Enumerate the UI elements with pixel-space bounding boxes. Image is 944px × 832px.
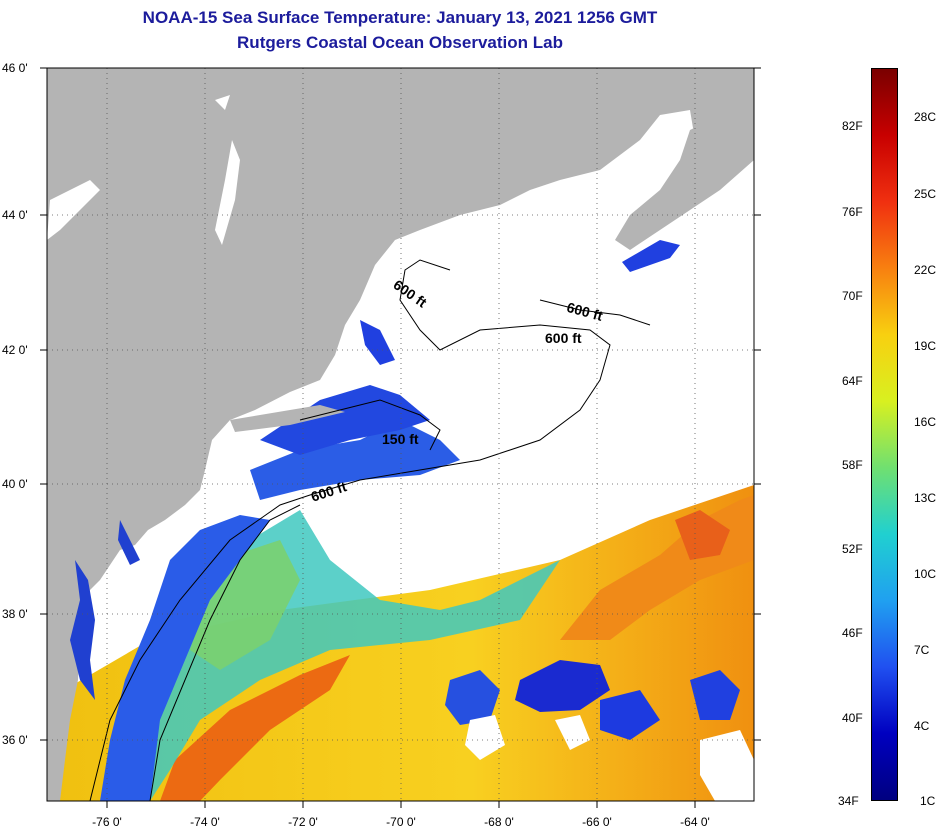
contour-label: 600 ft bbox=[545, 330, 582, 346]
colorbar-c-label: 13C bbox=[914, 491, 937, 505]
colorbar-c-label: 28C bbox=[914, 110, 937, 124]
colorbar-f-label: 46F bbox=[842, 626, 863, 640]
cold-eddy-2 bbox=[445, 670, 500, 725]
colorbar-c-label: 19C bbox=[914, 339, 937, 353]
cold-eddy-4 bbox=[600, 690, 660, 740]
lon-label: -74 0' bbox=[190, 815, 220, 829]
colorbar-c-label: 10C bbox=[914, 567, 937, 581]
lon-label: -64 0' bbox=[680, 815, 710, 829]
cloud-patch bbox=[555, 715, 590, 750]
contour-150ft bbox=[149, 504, 301, 801]
lon-label: -76 0' bbox=[92, 815, 122, 829]
long-island bbox=[230, 405, 345, 432]
cold-shelf-water bbox=[250, 420, 460, 500]
lon-label: -70 0' bbox=[386, 815, 416, 829]
contour-label: 150 ft bbox=[382, 431, 419, 447]
lake bbox=[215, 95, 230, 110]
colorbar-f-label: 64F bbox=[842, 374, 863, 388]
colorbar-f-label: 70F bbox=[842, 289, 863, 303]
cold-coastal-water bbox=[100, 515, 270, 801]
lon-label: -68 0' bbox=[484, 815, 514, 829]
lake-ontario bbox=[47, 180, 100, 240]
land-mass bbox=[47, 68, 754, 801]
cold-bay-of-fundy bbox=[622, 240, 680, 272]
lake-champlain bbox=[215, 140, 240, 245]
axis-ticks bbox=[40, 67, 761, 808]
lat-label: 36 0' bbox=[2, 733, 28, 747]
cold-eddy-3 bbox=[690, 670, 740, 720]
map-title: NOAA-15 Sea Surface Temperature: January… bbox=[142, 8, 658, 27]
map-grid bbox=[47, 68, 754, 801]
colorbar-c-label: 7C bbox=[914, 643, 930, 657]
cloud-patch bbox=[465, 715, 505, 760]
lat-label: 46 0' bbox=[2, 61, 28, 75]
lon-label: -72 0' bbox=[288, 815, 318, 829]
lat-label: 44 0' bbox=[2, 208, 28, 222]
colorbar-c-label: 25C bbox=[914, 187, 937, 201]
colorbar-c-label: 22C bbox=[914, 263, 937, 277]
colorbar-c-label: 16C bbox=[914, 415, 937, 429]
lon-label: -66 0' bbox=[582, 815, 612, 829]
contour-600ft bbox=[89, 259, 611, 801]
hot-eddy bbox=[675, 510, 730, 560]
temperature-colorbar bbox=[871, 68, 898, 801]
contour-line bbox=[539, 299, 651, 326]
map-subtitle: Rutgers Coastal Ocean Observation Lab bbox=[237, 33, 563, 52]
nova-scotia bbox=[615, 110, 754, 250]
lat-label: 42 0' bbox=[2, 343, 28, 357]
colorbar-f-label: 76F bbox=[842, 205, 863, 219]
contour-line bbox=[299, 399, 441, 451]
colorbar-f-label: 58F bbox=[842, 458, 863, 472]
cold-bay-water bbox=[360, 320, 395, 365]
lat-label: 38 0' bbox=[2, 607, 28, 621]
colorbar-c-label: 4C bbox=[914, 719, 930, 733]
colorbar-c-label: 1C bbox=[920, 794, 936, 808]
colorbar-f-label: 52F bbox=[842, 542, 863, 556]
cold-eddy-1 bbox=[515, 660, 610, 712]
lat-label: 40 0' bbox=[2, 477, 28, 491]
colorbar-f-label: 82F bbox=[842, 119, 863, 133]
delaware-bay bbox=[118, 520, 140, 565]
gulf-stream-band bbox=[160, 655, 350, 801]
colorbar-f-label: 40F bbox=[842, 711, 863, 725]
colorbar-f-label: 34F bbox=[838, 794, 859, 808]
cloud-patch bbox=[700, 730, 754, 801]
chesapeake-bay bbox=[70, 560, 95, 700]
